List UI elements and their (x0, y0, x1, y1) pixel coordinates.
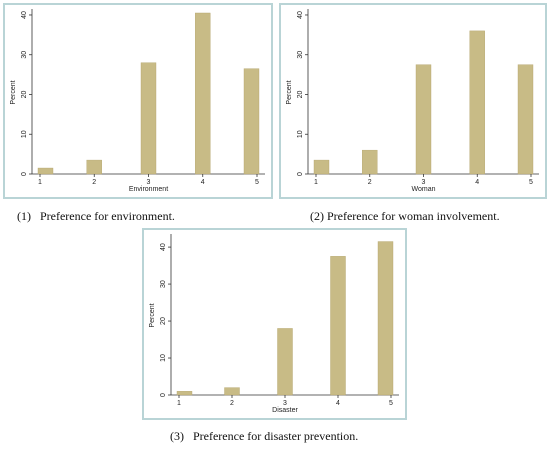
panel-frame (3, 3, 273, 199)
bar-4 (330, 256, 346, 396)
y-tick-label: 30 (21, 51, 28, 59)
x-tick-label: 3 (147, 179, 151, 186)
chart-panel-environment: 0 10 20 30 40 Percent 1 2 3 4 5 Environment (3, 3, 273, 199)
bar-2 (224, 387, 240, 396)
bar-2 (362, 149, 378, 175)
bar-3 (277, 328, 293, 396)
chart-environment: 0 10 20 30 40 Percent 1 2 3 4 5 Environment (3, 3, 273, 199)
bar-5 (243, 68, 260, 175)
y-axis-label: Percent (149, 303, 156, 327)
x-tick-label: 3 (283, 400, 287, 407)
bar-3 (140, 62, 157, 175)
bar-4 (469, 30, 485, 175)
x-tick-label: 2 (92, 179, 96, 186)
x-tick-label: 5 (529, 179, 533, 186)
x-tick-label: 4 (475, 179, 479, 186)
y-tick-label: 10 (297, 130, 304, 138)
x-tick-label: 4 (336, 400, 340, 407)
y-tick-label: 10 (160, 354, 167, 362)
caption-woman: (2) Preference for woman involvement. (310, 209, 500, 223)
x-axis-label: Disaster (272, 407, 298, 414)
bar-5 (517, 64, 534, 175)
x-tick-label: 5 (255, 179, 259, 186)
caption-disaster: (3) Preference for disaster prevention. (170, 429, 359, 443)
x-tick-label: 2 (230, 400, 234, 407)
bar-1 (37, 167, 54, 175)
y-tick-label: 20 (160, 317, 167, 325)
y-tick-label: 40 (160, 243, 167, 251)
chart-panel-woman: 0 10 20 30 40 Percent 1 2 3 4 5 Woman (279, 3, 547, 199)
x-axis-label: Environment (129, 186, 168, 193)
x-tick-label: 4 (201, 179, 205, 186)
bar-3 (415, 64, 432, 175)
x-tick-label: 2 (368, 179, 372, 186)
y-tick-label: 30 (160, 280, 167, 288)
y-axis-label: Percent (10, 80, 17, 104)
y-tick-label: 40 (297, 11, 304, 19)
bar-4 (195, 12, 211, 175)
y-tick-label: 0 (21, 172, 28, 176)
bar-1 (176, 391, 193, 396)
chart-panel-disaster: 0 10 20 30 40 Percent 1 2 3 4 5 Disaster (142, 228, 407, 420)
y-tick-label: 30 (297, 51, 304, 59)
bar-2 (86, 159, 102, 175)
x-tick-label: 3 (422, 179, 426, 186)
chart-woman: 0 10 20 30 40 Percent 1 2 3 4 5 Woman (279, 3, 547, 199)
bar-5 (377, 241, 394, 396)
caption-environment: (1) Preference for environment. (17, 209, 175, 223)
y-tick-label: 40 (21, 11, 28, 19)
x-tick-label: 1 (314, 179, 318, 186)
bar-1 (313, 159, 330, 175)
chart-disaster: 0 10 20 30 40 Percent 1 2 3 4 5 Disaster (142, 228, 407, 420)
y-tick-label: 20 (21, 90, 28, 98)
y-tick-label: 0 (297, 172, 304, 176)
y-tick-label: 10 (21, 130, 28, 138)
x-axis-label: Woman (412, 186, 436, 193)
y-tick-label: 20 (297, 90, 304, 98)
y-axis-label: Percent (286, 80, 293, 104)
x-tick-label: 1 (177, 400, 181, 407)
panel-frame (142, 228, 407, 420)
y-tick-label: 0 (160, 393, 167, 397)
x-tick-label: 1 (38, 179, 42, 186)
x-tick-label: 5 (389, 400, 393, 407)
